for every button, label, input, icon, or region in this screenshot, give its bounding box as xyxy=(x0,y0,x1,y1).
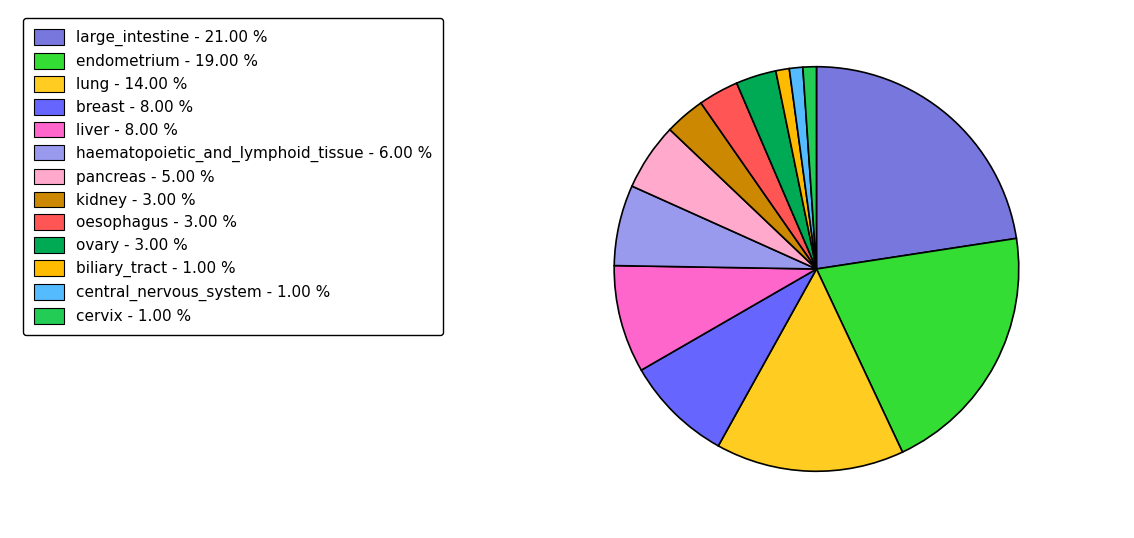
Legend: large_intestine - 21.00 %, endometrium - 19.00 %, lung - 14.00 %, breast - 8.00 : large_intestine - 21.00 %, endometrium -… xyxy=(23,18,443,335)
Wedge shape xyxy=(816,67,1016,269)
Wedge shape xyxy=(632,130,816,269)
Wedge shape xyxy=(737,71,816,269)
Wedge shape xyxy=(816,238,1018,452)
Wedge shape xyxy=(701,83,816,269)
Wedge shape xyxy=(615,186,816,269)
Wedge shape xyxy=(789,67,816,269)
Wedge shape xyxy=(776,68,816,269)
Wedge shape xyxy=(670,103,816,269)
Wedge shape xyxy=(642,269,816,446)
Wedge shape xyxy=(615,266,816,370)
Wedge shape xyxy=(718,269,903,471)
Wedge shape xyxy=(803,67,816,269)
